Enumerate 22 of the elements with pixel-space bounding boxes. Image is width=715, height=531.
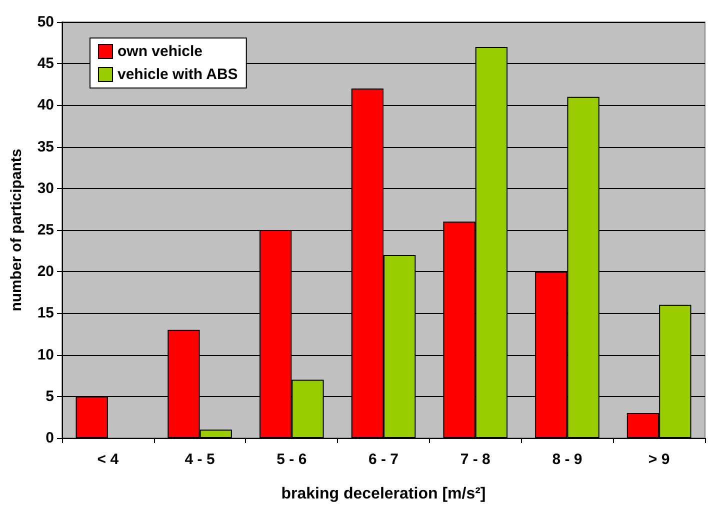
- y-tick-label: 15: [37, 304, 54, 322]
- y-tick-label: 40: [37, 96, 54, 114]
- legend-label: vehicle with ABS: [118, 66, 238, 83]
- y-tick-label: 25: [37, 222, 54, 238]
- y-tick-label: 50: [37, 14, 54, 30]
- y-axis-title: number of participants: [8, 148, 25, 312]
- y-tick-label: 20: [37, 263, 54, 280]
- x-tick-label: > 9: [648, 451, 670, 468]
- legend-label: own vehicle: [118, 43, 203, 60]
- y-tick-label: 5: [46, 388, 54, 405]
- x-tick-label: 4 - 5: [184, 451, 215, 468]
- x-axis-title: braking deceleration [m/s²]: [281, 486, 486, 502]
- y-tick-label: 35: [37, 138, 54, 156]
- x-tick-label: 8 - 9: [552, 451, 582, 468]
- y-tick-label: 45: [37, 55, 54, 72]
- x-tick-label: 6 - 7: [368, 451, 399, 468]
- y-tick-label: 0: [46, 430, 54, 446]
- x-tick-label: < 4: [97, 451, 120, 468]
- y-tick-label: 30: [37, 180, 54, 197]
- x-tick-label: 7 - 8: [460, 451, 490, 468]
- y-tick-label: 10: [37, 346, 54, 364]
- x-tick-label: 5 - 6: [276, 451, 307, 468]
